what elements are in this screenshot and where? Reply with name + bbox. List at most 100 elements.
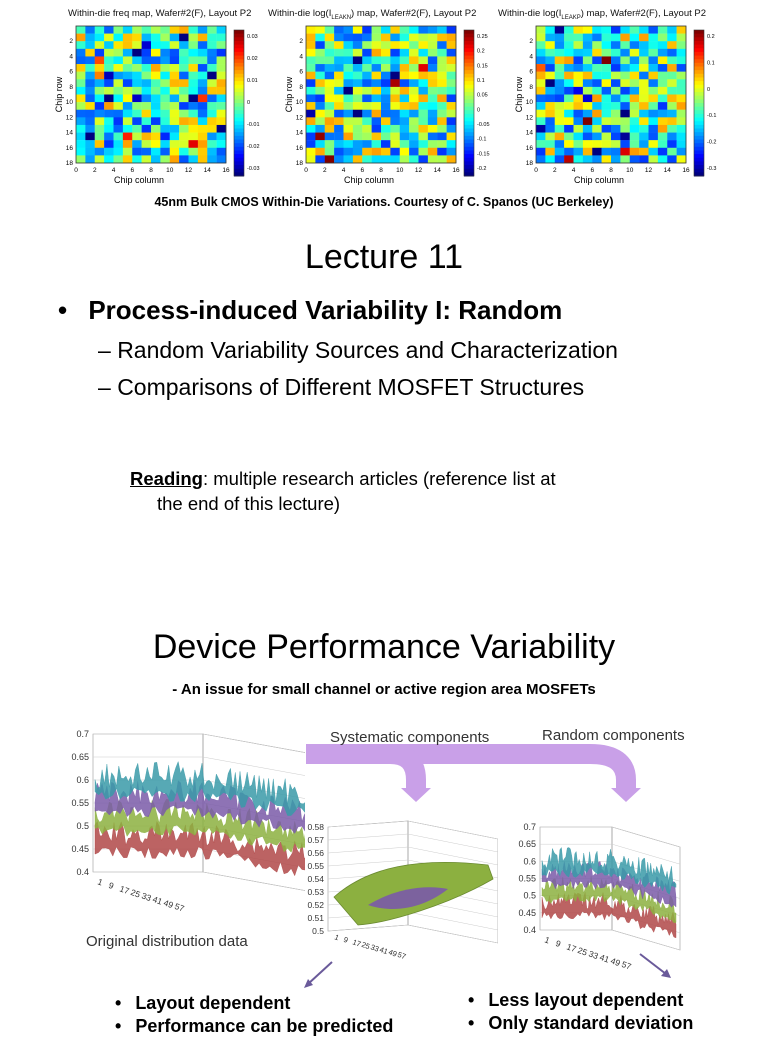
heatmap-cell xyxy=(592,48,602,57)
arrow-to-systematic xyxy=(306,744,426,792)
heatmap-cell xyxy=(418,41,429,50)
heatmap-cell xyxy=(352,64,363,72)
heatmap-cell xyxy=(592,86,602,95)
heatmap-cell xyxy=(592,26,602,34)
heatmap-cell xyxy=(582,26,593,34)
heatmap-cell xyxy=(188,124,199,133)
heatmap-cell xyxy=(418,94,429,103)
heatmap-cell xyxy=(169,124,180,133)
heatmap-cell xyxy=(611,132,621,141)
heatmap-cell xyxy=(592,33,602,42)
heatmap-cell xyxy=(390,147,400,156)
heatmap-cell xyxy=(315,109,325,118)
heatmap-cell xyxy=(362,117,372,126)
heatmap-cell xyxy=(554,109,565,118)
heatmap-cell xyxy=(132,117,142,126)
heatmap-x-tick: 0 xyxy=(534,167,538,174)
heatmap-cell xyxy=(324,79,335,88)
heatmap-cell xyxy=(160,71,170,80)
heatmap-cell xyxy=(352,124,363,133)
heatmap-cell xyxy=(85,102,95,110)
heatmap-cell xyxy=(113,79,124,88)
heatmap-cell xyxy=(324,26,335,34)
plot-gridline xyxy=(327,833,409,841)
heatmap-cell xyxy=(85,56,95,65)
sub-bullet-1-text: Random Variability Sources and Character… xyxy=(117,337,618,363)
plot-x-tick: 49 xyxy=(387,947,398,958)
heatmap-cell xyxy=(573,41,584,50)
colorbar-segment xyxy=(234,99,244,104)
heatmap-cell xyxy=(343,56,354,65)
heatmap-cell xyxy=(390,71,400,80)
heatmap-cell xyxy=(657,56,668,65)
heatmap-cell xyxy=(592,117,602,126)
colorbar-segment xyxy=(464,70,474,75)
heatmap-cell xyxy=(554,79,565,88)
heatmap-cell xyxy=(676,147,687,156)
plot-gridline xyxy=(202,733,305,753)
heatmap-cell xyxy=(592,147,602,156)
heatmap-cell xyxy=(85,41,95,50)
heatmap-cell xyxy=(620,56,630,65)
heatmap-cell xyxy=(582,79,593,88)
heatmap-cell xyxy=(545,26,555,34)
heatmap-cell xyxy=(554,147,565,156)
heatmap-cell xyxy=(629,124,640,133)
heatmap-cell xyxy=(611,117,621,126)
plot-y-tick: 0.57 xyxy=(307,835,324,845)
heatmap-cell xyxy=(629,48,640,57)
heatmap-cell xyxy=(676,56,687,65)
heatmap-cell xyxy=(169,79,180,88)
heatmap-y-tick: 14 xyxy=(526,130,534,137)
plot-x-tick: 1 xyxy=(333,932,340,942)
heatmap-cell xyxy=(620,155,630,164)
heatmap-cell xyxy=(169,64,180,72)
heatmap-cell xyxy=(582,64,593,72)
heatmap-cell xyxy=(132,109,142,118)
heatmap-cell xyxy=(371,79,382,88)
heatmap-cell xyxy=(151,147,161,156)
heatmap-cell xyxy=(667,109,677,118)
heatmap-cell xyxy=(427,147,438,156)
heatmap-cell xyxy=(536,26,546,34)
heatmap-cell xyxy=(409,117,419,126)
heatmap-cell xyxy=(601,124,612,133)
heatmap-cell xyxy=(536,71,546,80)
heatmap-cell xyxy=(667,26,677,34)
heatmap-cell xyxy=(85,64,95,72)
colorbar-tick: 0 xyxy=(247,100,250,106)
heatmap-cell xyxy=(648,132,659,141)
heatmap-cell xyxy=(362,41,372,50)
heatmap-cell xyxy=(122,71,133,80)
heatmap-cell xyxy=(169,109,180,118)
heatmap-cell xyxy=(582,124,593,133)
heatmap-cell xyxy=(564,86,574,95)
heatmap-cell xyxy=(122,64,133,72)
heatmap-cell xyxy=(446,26,457,34)
heatmap-frame xyxy=(305,25,457,164)
heatmap-cell xyxy=(611,109,621,118)
heatmap-cell xyxy=(639,140,649,148)
heatmap-cell xyxy=(573,132,584,141)
heatmap-cell xyxy=(629,140,640,148)
heatmap-cell xyxy=(343,79,354,88)
heatmap-y-tick: 2 xyxy=(529,38,533,45)
heatmap-cell xyxy=(409,71,419,80)
plot-y-tick: 0.7 xyxy=(76,729,89,739)
heatmap-cell xyxy=(639,71,649,80)
heatmap-cell xyxy=(141,109,152,118)
heatmap-cell xyxy=(437,56,447,65)
heatmap-cell xyxy=(169,71,180,80)
heatmap-cell xyxy=(582,109,593,118)
heatmap-cell xyxy=(216,56,227,65)
heatmap-cell xyxy=(207,86,217,95)
heatmap-cell xyxy=(657,147,668,156)
colorbar-segment xyxy=(464,62,474,67)
systematic-surface-plot: 0.580.570.560.550.540.530.520.510.51 9 172… xyxy=(307,820,498,961)
colorbar-segment xyxy=(464,33,474,38)
heatmap-cell xyxy=(648,109,659,118)
heatmap-x-tick: 6 xyxy=(590,167,594,174)
heatmap-cell xyxy=(554,86,565,95)
heatmap-cell xyxy=(446,71,457,80)
